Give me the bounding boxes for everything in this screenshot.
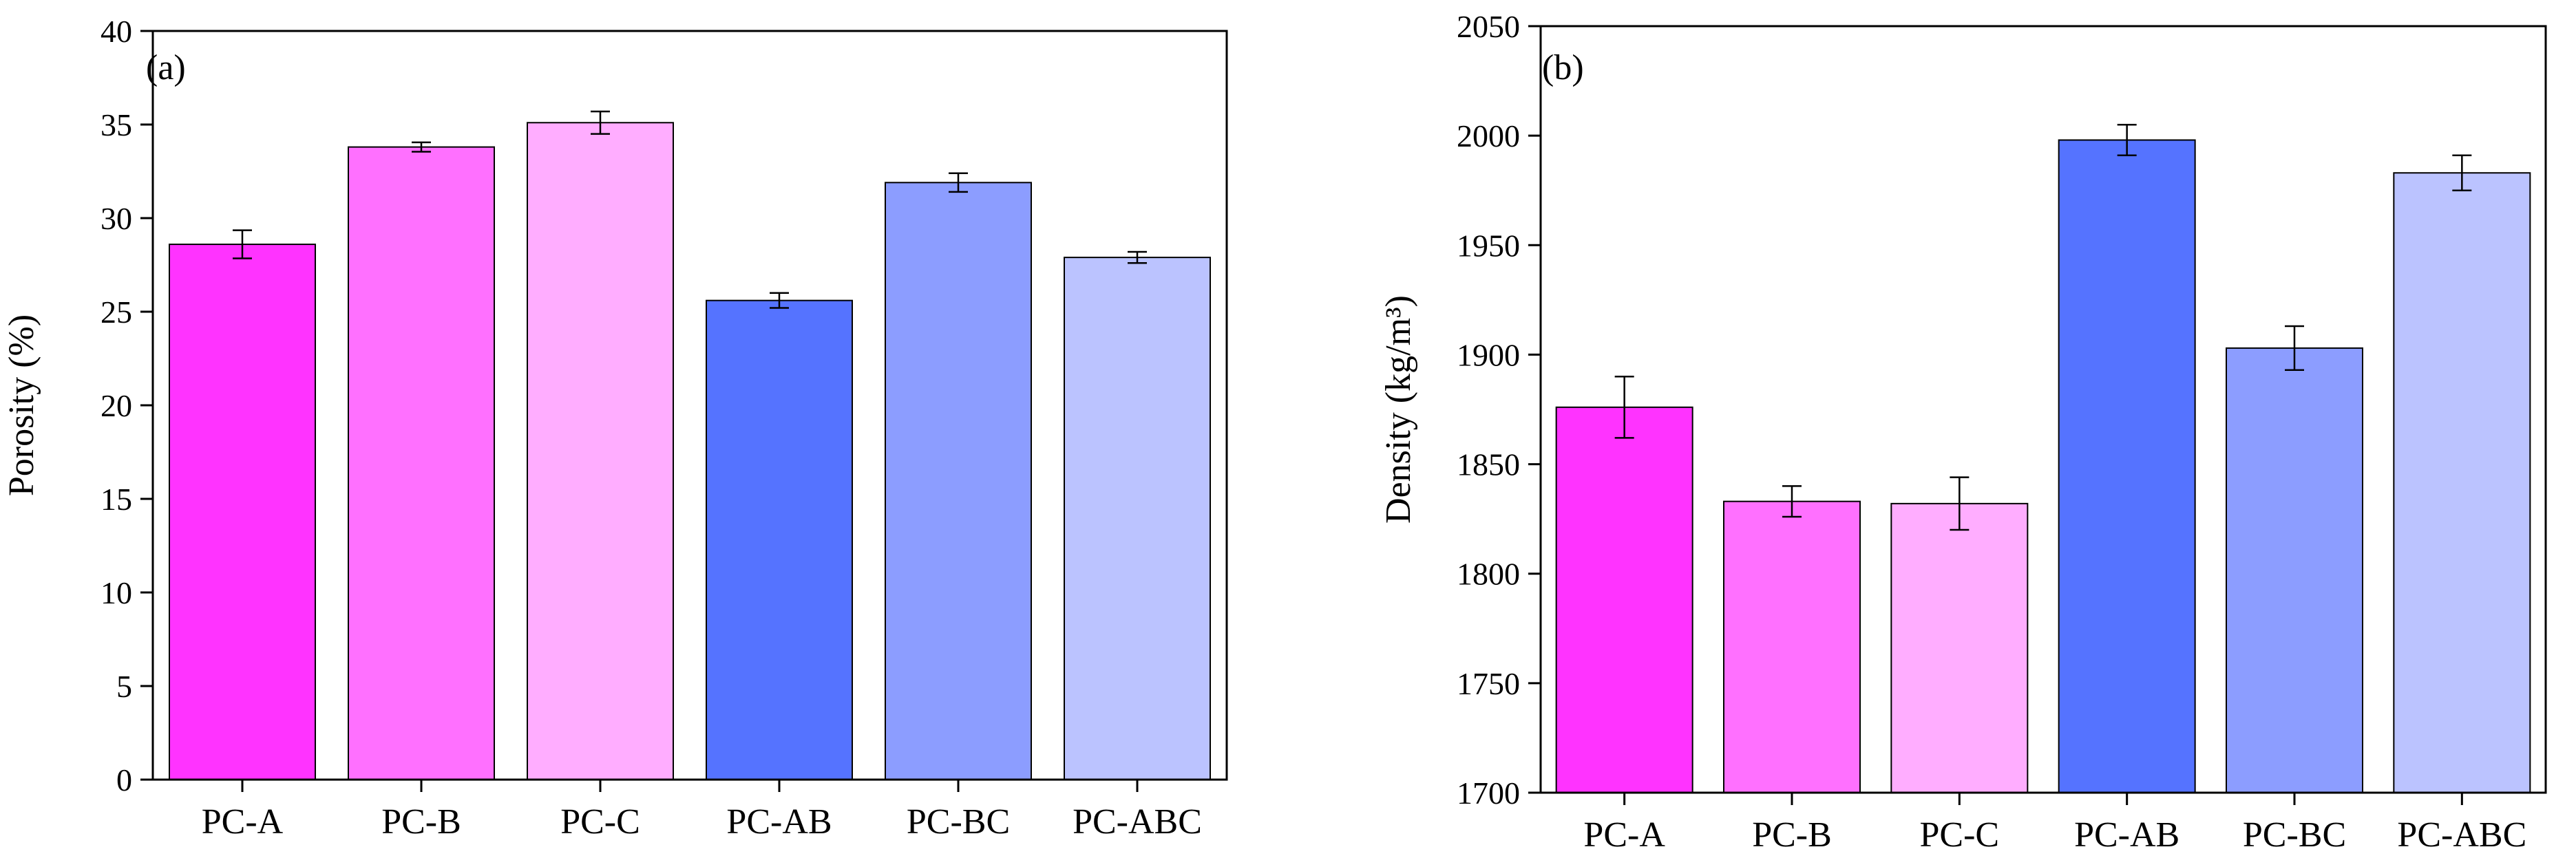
y-tick-label: 1750 [1457, 666, 1520, 701]
y-tick-label: 20 [101, 388, 132, 423]
y-tick-label: 5 [116, 669, 132, 704]
y-axis-title: Density (kg/m³) [1379, 295, 1418, 524]
bar-pc-a [169, 244, 316, 780]
y-tick-label: 15 [101, 482, 132, 517]
bar-pc-c [1890, 502, 2029, 793]
x-tick-label: PC-A [1583, 815, 1665, 855]
x-tick-label: PC-BC [907, 802, 1010, 842]
y-tick-label: 1700 [1457, 775, 1520, 811]
x-tick-label: PC-C [1920, 815, 2000, 855]
x-tick-label: PC-AB [726, 802, 832, 842]
bar-pc-b [1723, 500, 1861, 793]
y-tick-label: 2000 [1457, 118, 1520, 153]
y-tick-label: 1900 [1457, 337, 1520, 372]
bar-pc-a [1555, 406, 1693, 793]
x-tick-label: PC-ABC [1073, 802, 1202, 842]
panel-a-porosity-chart: PC-A PC-B PC-C PC-AB PC-BC PC-ABC 0 5 10 15 20 25 30… [2, 14, 1228, 842]
x-tick-label: PC-A [202, 802, 284, 842]
x-tick-label: PC-BC [2243, 815, 2346, 855]
y-tick-label: 25 [101, 295, 132, 330]
bar-pc-b [348, 146, 495, 780]
panel-label: (a) [146, 48, 186, 87]
x-tick-label: PC-ABC [2397, 815, 2526, 855]
bar-pc-bc [885, 182, 1032, 780]
y-tick-label: 1800 [1457, 557, 1520, 592]
y-tick-label: 40 [101, 14, 132, 49]
bar-pc-ab [2058, 139, 2196, 794]
bar-pc-ab [706, 299, 853, 780]
x-tick-label: PC-B [1752, 815, 1832, 855]
x-tick-label: PC-AB [2074, 815, 2179, 855]
y-tick-label: 35 [101, 107, 132, 142]
plot-frame [151, 30, 1228, 781]
y-tick-label: 1950 [1457, 228, 1520, 263]
y-tick-label: 0 [116, 762, 132, 798]
bar-pc-bc [2226, 347, 2363, 793]
x-tick-label: PC-B [381, 802, 461, 842]
y-tick-label: 1850 [1457, 447, 1520, 482]
x-tick-label: PC-C [560, 802, 640, 842]
y-axis-title: Porosity (%) [2, 314, 41, 496]
y-tick-label: 2050 [1457, 9, 1520, 44]
plot-frame [1539, 25, 2547, 794]
y-tick-label: 30 [101, 201, 132, 236]
bar-pc-abc [1064, 257, 1211, 780]
panel-b-density-chart: PC-A PC-B PC-C PC-AB PC-BC PC-ABC 1700 1750 1800… [1379, 9, 2547, 855]
bar-pc-c [527, 122, 674, 780]
panel-label: (b) [1542, 48, 1584, 87]
y-tick-label: 10 [101, 575, 132, 610]
bar-pc-abc [2393, 172, 2531, 794]
